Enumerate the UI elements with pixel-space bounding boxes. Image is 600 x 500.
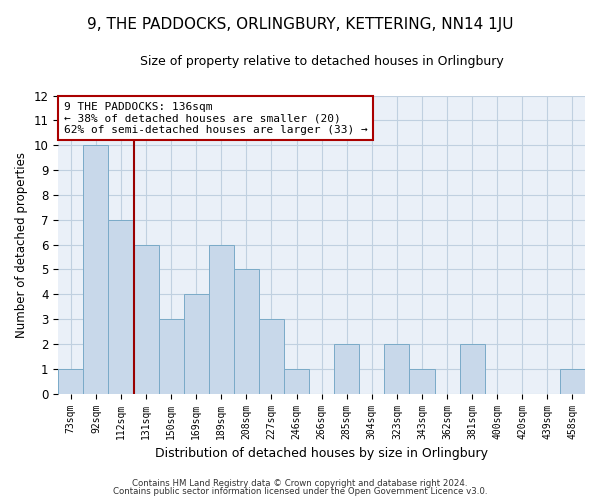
Bar [134,244,158,394]
Bar [460,344,485,394]
Bar [109,220,134,394]
Text: 9, THE PADDOCKS, ORLINGBURY, KETTERING, NN14 1JU: 9, THE PADDOCKS, ORLINGBURY, KETTERING, … [87,18,513,32]
Bar [385,344,409,394]
X-axis label: Distribution of detached houses by size in Orlingbury: Distribution of detached houses by size … [155,447,488,460]
Text: Contains HM Land Registry data © Crown copyright and database right 2024.: Contains HM Land Registry data © Crown c… [132,478,468,488]
Bar [158,319,184,394]
Y-axis label: Number of detached properties: Number of detached properties [15,152,28,338]
Bar [83,145,109,394]
Bar [234,270,259,394]
Title: Size of property relative to detached houses in Orlingbury: Size of property relative to detached ho… [140,55,503,68]
Bar [334,344,359,394]
Bar [184,294,209,394]
Bar [259,319,284,394]
Bar [560,369,585,394]
Bar [409,369,434,394]
Bar [209,244,234,394]
Text: 9 THE PADDOCKS: 136sqm
← 38% of detached houses are smaller (20)
62% of semi-det: 9 THE PADDOCKS: 136sqm ← 38% of detached… [64,102,367,134]
Text: Contains public sector information licensed under the Open Government Licence v3: Contains public sector information licen… [113,487,487,496]
Bar [284,369,309,394]
Bar [58,369,83,394]
